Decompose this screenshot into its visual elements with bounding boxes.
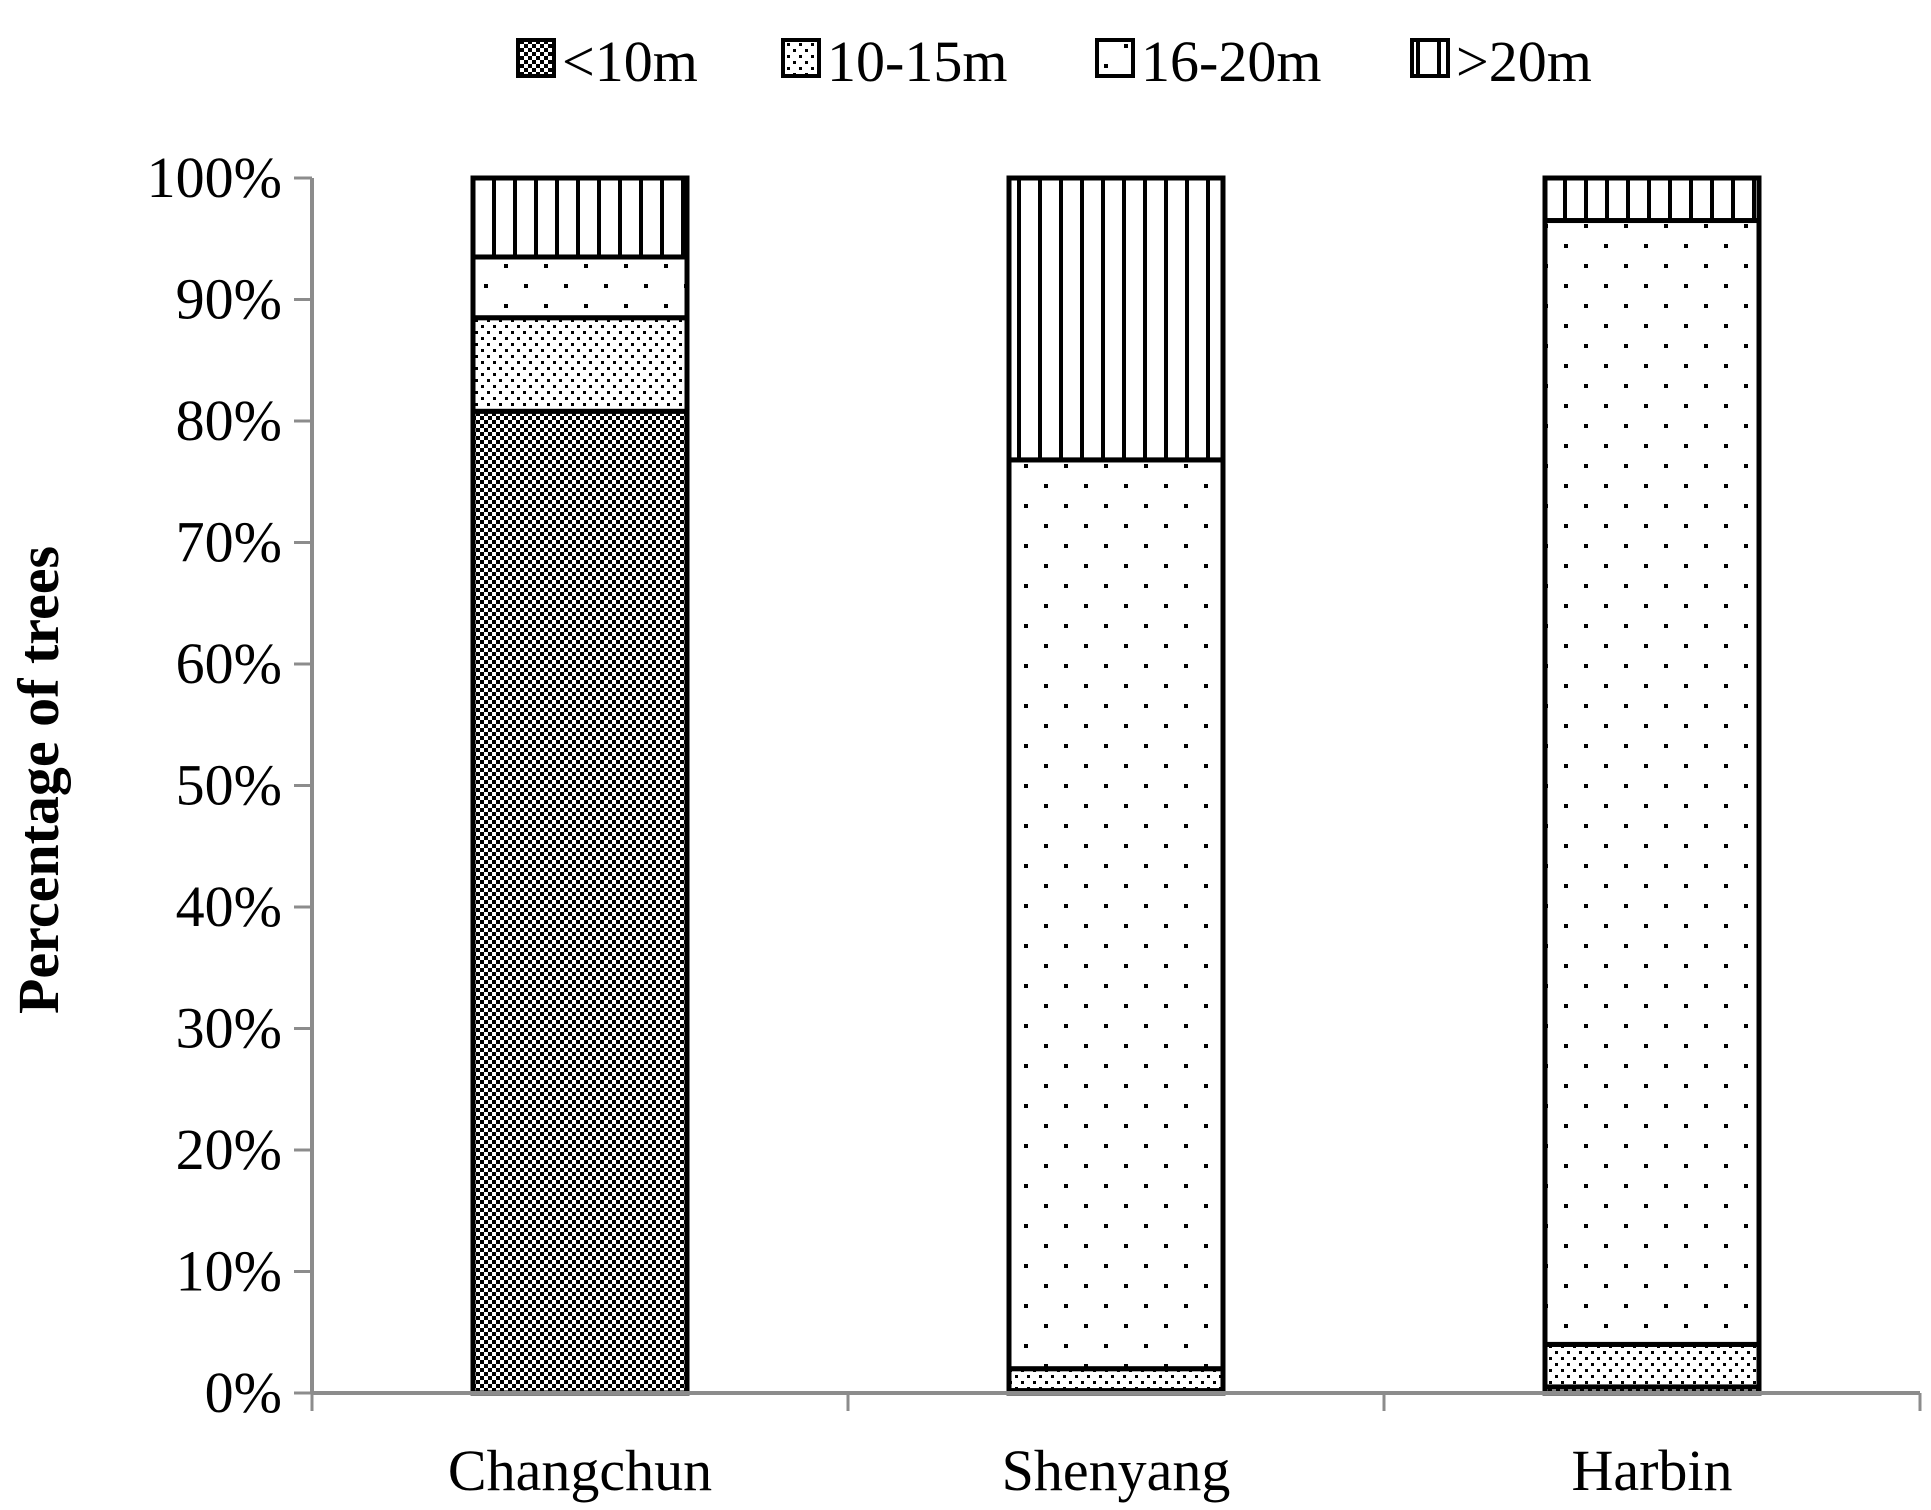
y-tick-label: 20%	[176, 1117, 282, 1182]
y-tick-label: 30%	[176, 996, 282, 1061]
legend: <10m 10-15m 16-20m >20m	[516, 29, 1592, 94]
legend-swatch	[781, 38, 821, 78]
y-tick-label: 90%	[176, 267, 282, 332]
bar-segment	[470, 175, 690, 260]
legend-label: 16-20m	[1141, 29, 1321, 94]
x-tick-label: Harbin	[1571, 1438, 1732, 1503]
bar-segment	[470, 408, 690, 1396]
legend-swatch	[516, 38, 556, 78]
y-tick-label: 70%	[176, 510, 282, 575]
y-tick-label: 0%	[205, 1360, 282, 1425]
x-axis: Changchun Shenyang Harbin	[310, 1391, 1922, 1503]
y-tick-label: 10%	[176, 1239, 282, 1304]
y-axis-title: Percentage of trees	[6, 546, 71, 1014]
bar-segment	[470, 315, 690, 414]
bar-segment	[1542, 175, 1762, 224]
y-tick-label: 80%	[176, 388, 282, 453]
y-tick-label: 50%	[176, 753, 282, 818]
bar-segment	[1006, 1366, 1226, 1394]
bar-segment	[1006, 175, 1226, 463]
x-tick-label: Shenyang	[1002, 1438, 1231, 1503]
y-axis: 0% 10% 20% 30% 40% 50% 60% 70% 80% 90% 100%	[147, 145, 314, 1425]
legend-label: 10-15m	[827, 29, 1007, 94]
legend-swatch	[1095, 38, 1135, 78]
legend-label: <10m	[562, 29, 698, 94]
bar-segment	[1006, 457, 1226, 1372]
legend-swatch	[1410, 38, 1450, 78]
x-tick-label: Changchun	[448, 1438, 712, 1503]
bars	[470, 175, 1762, 1396]
y-tick-label: 40%	[176, 874, 282, 939]
y-tick-label: 60%	[176, 631, 282, 696]
bar-segment	[1542, 1341, 1762, 1390]
y-tick-label: 100%	[147, 145, 282, 210]
legend-label: >20m	[1456, 29, 1592, 94]
bar-segment	[470, 254, 690, 321]
bar-segment	[1542, 218, 1762, 1347]
